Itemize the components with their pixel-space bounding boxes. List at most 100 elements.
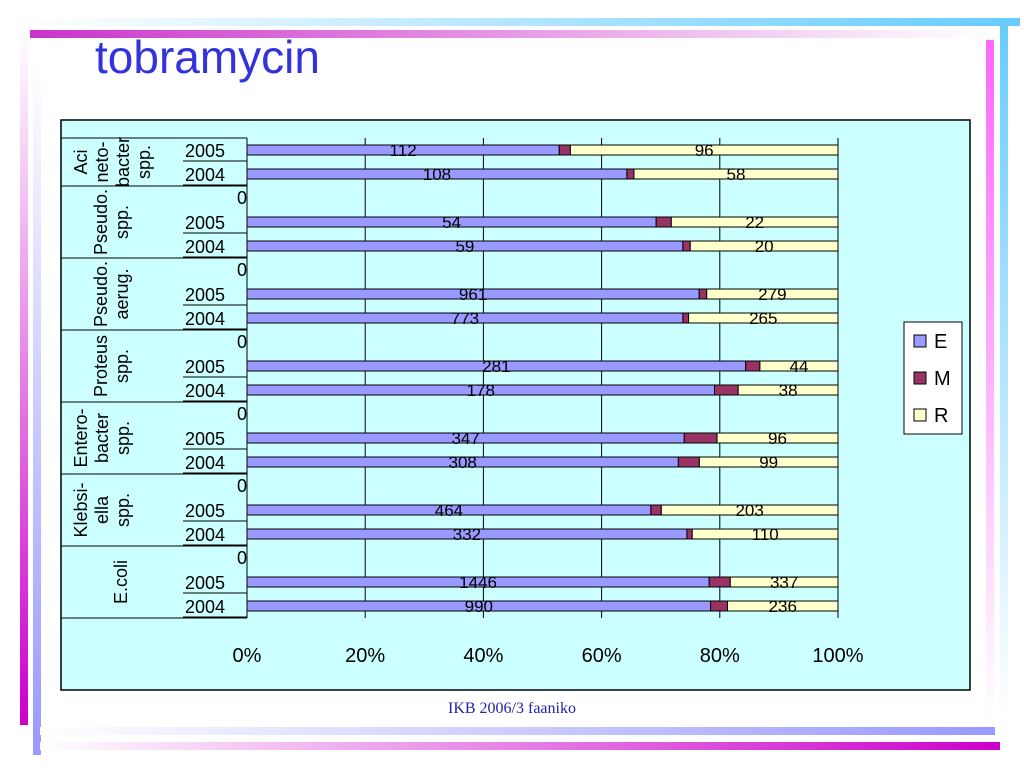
bar-segment-r: [716, 432, 839, 444]
bar-segment-r: [569, 144, 839, 156]
data-label-r: 20: [755, 237, 774, 256]
decor-bar-left-magenta: [20, 30, 28, 725]
legend-swatch-m: [913, 371, 927, 385]
year-label: 2004: [185, 597, 225, 617]
bar-segment-r: [689, 240, 839, 252]
year-label: 2005: [185, 141, 225, 161]
year-label: 2005: [185, 501, 225, 521]
bar-segment-m: [698, 288, 708, 300]
year-label: 2004: [185, 453, 225, 473]
legend-swatch-e: [913, 334, 927, 348]
data-label-e: 59: [455, 237, 474, 256]
data-label-zero: 0: [237, 332, 247, 352]
decor-bar-bottom-magenta: [40, 742, 1000, 750]
bar-segment-m: [683, 432, 718, 444]
x-tick-label: 0%: [233, 645, 262, 667]
data-label-r: 96: [768, 429, 787, 448]
bar-segment-r: [737, 384, 839, 396]
data-label-e: 112: [390, 141, 417, 160]
data-label-r: 265: [749, 309, 777, 328]
bar-segment-r: [633, 168, 839, 180]
bar-segment-m: [745, 360, 761, 372]
data-label-e: 332: [453, 525, 481, 544]
year-label: 2004: [185, 525, 225, 545]
legend-box: [903, 321, 963, 435]
data-label-zero: 0: [237, 476, 247, 496]
group-label: spp.: [112, 349, 132, 383]
data-label-r: 96: [695, 141, 714, 160]
group-label: bacter: [113, 137, 133, 187]
bar-segment-r: [726, 600, 839, 612]
year-label: 2005: [185, 357, 225, 377]
data-label-e: 308: [448, 453, 476, 472]
legend-swatch-r: [913, 408, 927, 422]
bar-segment-m: [714, 384, 739, 396]
group-label: Proteus: [91, 335, 111, 397]
year-label: 2004: [185, 381, 225, 401]
bar-segment-m: [708, 576, 731, 588]
data-label-e: 281: [482, 357, 510, 376]
data-label-r: 22: [745, 213, 764, 232]
data-label-zero: 0: [237, 188, 247, 208]
data-label-r: 236: [769, 597, 797, 616]
group-label: neto-: [92, 141, 112, 182]
data-label-zero: 0: [237, 404, 247, 424]
group-label: spp.: [113, 493, 133, 527]
group-label: Aci: [71, 149, 91, 174]
bar-segment-m: [655, 216, 672, 228]
x-tick-label: 80%: [700, 645, 740, 667]
data-label-zero: 0: [237, 548, 247, 568]
bar-segment-m: [682, 240, 691, 252]
decor-bar-right-magenta: [986, 40, 994, 720]
data-label-e: 961: [459, 285, 487, 304]
page-title: tobramycin: [95, 31, 320, 83]
bar-segment-m: [558, 144, 571, 156]
data-label-r: 38: [779, 381, 798, 400]
legend-label-r: R: [934, 405, 948, 427]
year-label: 2005: [185, 429, 225, 449]
year-label: 2005: [185, 573, 225, 593]
group-label: spp.: [113, 421, 133, 455]
data-label-e: 773: [451, 309, 479, 328]
data-label-zero: 0: [237, 260, 247, 280]
data-label-e: 990: [465, 597, 493, 616]
group-label: Klebsi-: [71, 482, 91, 537]
bar-segment-r: [698, 456, 839, 468]
bar-segment-m: [677, 456, 700, 468]
group-label: Entero-: [71, 408, 91, 467]
data-label-r: 337: [770, 573, 798, 592]
data-label-e: 1446: [459, 573, 497, 592]
data-label-e: 464: [435, 501, 463, 520]
legend-label-e: E: [934, 331, 947, 353]
bar-segment-r: [670, 216, 839, 228]
year-label: 2004: [185, 237, 225, 257]
group-label: Pseudo.: [91, 261, 111, 327]
bar-segment-m: [650, 504, 662, 516]
year-label: 2004: [185, 309, 225, 329]
data-label-e: 54: [442, 213, 461, 232]
decor-bar-left-lavender: [33, 60, 41, 755]
x-tick-label: 60%: [582, 645, 622, 667]
bar-segment-r: [691, 528, 839, 540]
data-label-e: 178: [467, 381, 495, 400]
group-label: E.coli: [111, 560, 131, 604]
decor-bar-right-cyan: [1000, 20, 1008, 720]
bar-segment-m: [682, 312, 690, 324]
bar-segment-r: [759, 360, 839, 372]
group-label: aerug.: [112, 268, 132, 319]
group-label: Pseudo.: [91, 189, 111, 255]
data-label-r: 44: [789, 357, 808, 376]
year-label: 2005: [185, 285, 225, 305]
data-label-r: 203: [735, 501, 763, 520]
data-label-e: 108: [423, 165, 451, 184]
bar-segment-r: [729, 576, 839, 588]
footer-text: IKB 2006/3 faaniko: [448, 700, 576, 717]
year-label: 2004: [185, 165, 225, 185]
group-label: bacter: [92, 413, 112, 463]
bar-segment-r: [660, 504, 839, 516]
decor-bar-top-magenta: [30, 30, 985, 38]
data-label-e: 347: [451, 429, 479, 448]
group-label: spp.: [134, 145, 154, 179]
chart-frame: [60, 119, 971, 691]
